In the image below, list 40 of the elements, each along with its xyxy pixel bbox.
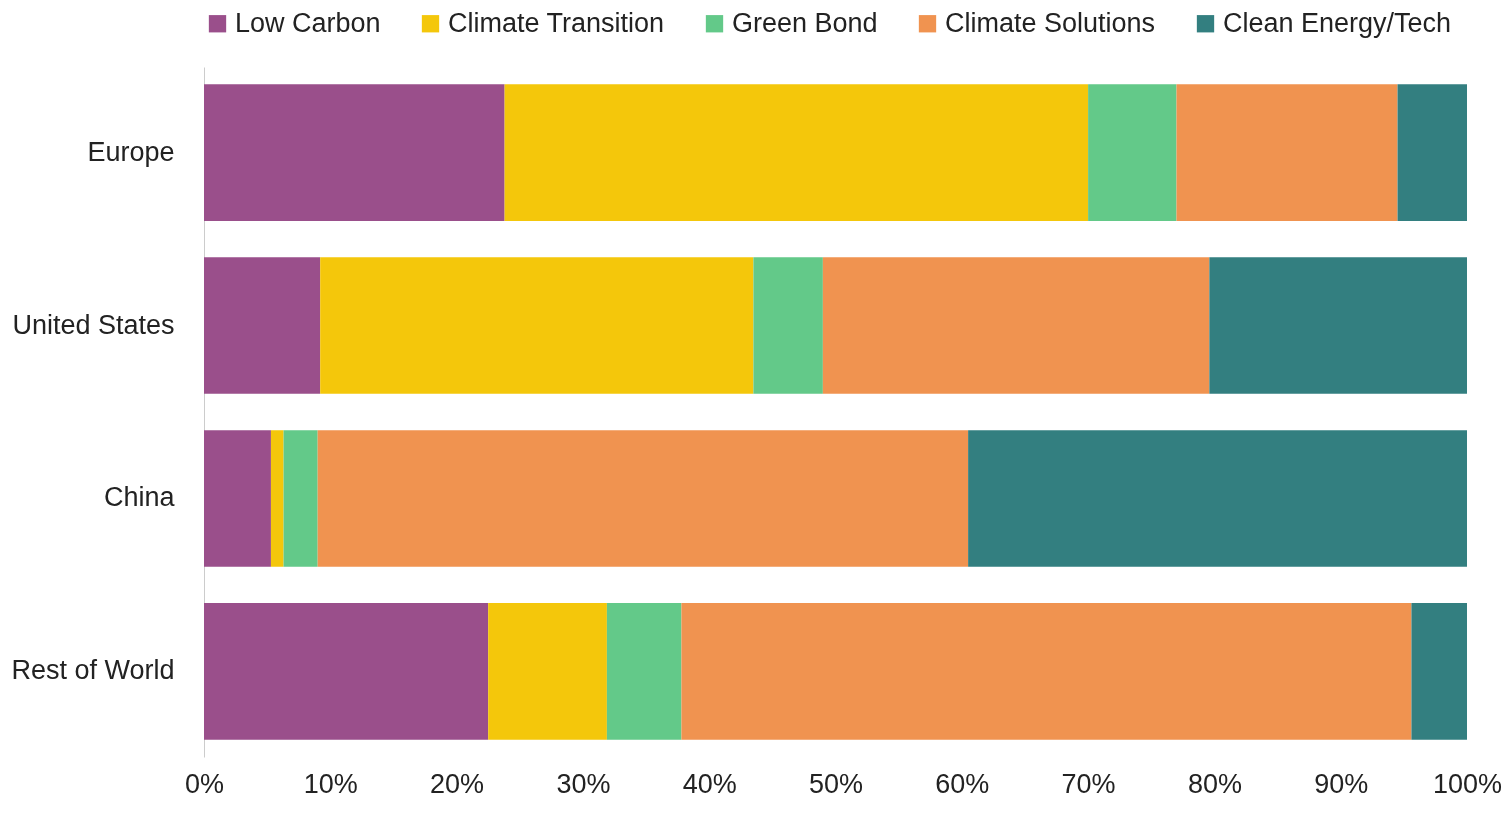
bar (822, 257, 1210, 394)
legend-label: Green Bond (732, 7, 878, 38)
x-tick-label: 70% (1061, 768, 1116, 799)
bar (606, 603, 682, 740)
y-tick-label: Rest of World (11, 655, 175, 686)
legend-label: Climate Solutions (945, 7, 1156, 38)
x-tick-label: 10% (303, 768, 358, 799)
bar (1397, 84, 1467, 221)
legend-label: Low Carbon (235, 7, 381, 38)
bar (204, 84, 505, 221)
bar (270, 430, 284, 567)
y-tick-label: United States (12, 309, 175, 340)
bar (283, 430, 318, 567)
bar (1411, 603, 1467, 740)
x-tick-label: 0% (184, 768, 225, 799)
bar (1176, 84, 1398, 221)
x-tick-label: 40% (682, 768, 737, 799)
bar (1209, 257, 1467, 394)
bar (320, 257, 754, 394)
x-tick-label: 90% (1314, 768, 1369, 799)
bar (204, 430, 271, 567)
bar (317, 430, 969, 567)
x-tick-label: 80% (1187, 768, 1242, 799)
bar (488, 603, 607, 740)
x-tick-label: 100% (1432, 768, 1503, 799)
bar (968, 430, 1467, 567)
bar (681, 603, 1412, 740)
bar (753, 257, 823, 394)
x-tick-label: 20% (430, 768, 485, 799)
legend-label: Climate Transition (448, 7, 665, 38)
bar (204, 257, 321, 394)
y-tick-label: China (103, 482, 176, 513)
x-tick-label: 30% (556, 768, 611, 799)
bar (204, 603, 489, 740)
x-tick-label: 50% (808, 768, 864, 799)
x-tick-label: 60% (935, 768, 990, 799)
legend-label: Clean Energy/Tech (1223, 7, 1452, 38)
y-tick-label: Europe (87, 136, 175, 167)
bar (504, 84, 1089, 221)
bar (1088, 84, 1177, 221)
